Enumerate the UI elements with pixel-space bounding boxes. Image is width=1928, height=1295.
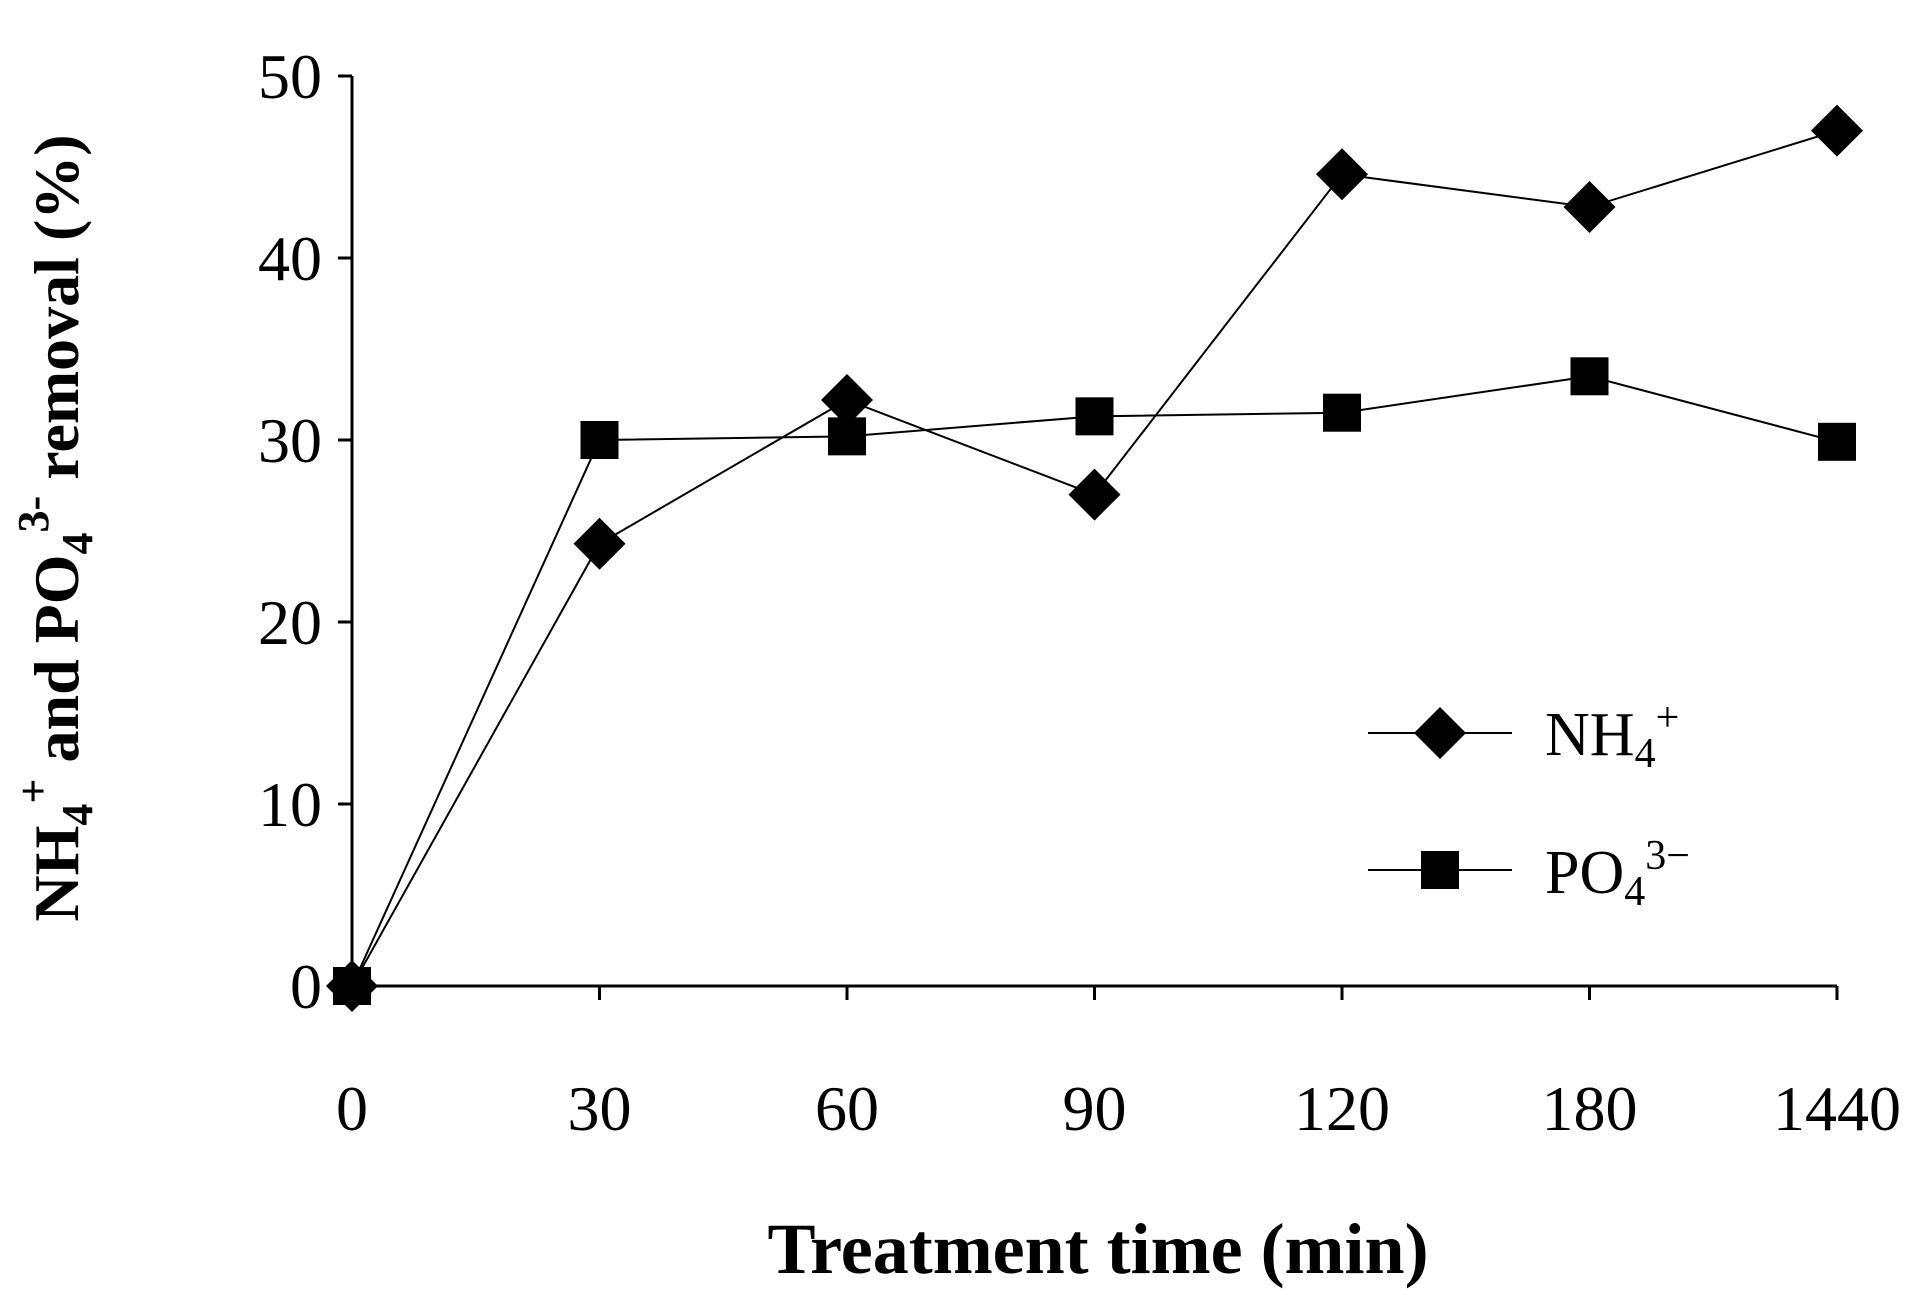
y-tick-label: 40 [258, 223, 322, 294]
x-axis-ticks: 0 30 60 90 120 180 1440 [336, 986, 1901, 1144]
y-tick-label: 30 [258, 405, 322, 476]
x-tick-label: 180 [1542, 1073, 1638, 1144]
legend-marker-nh4-diamond-icon [1414, 707, 1466, 759]
legend-label-nh4: NH4+ [1545, 695, 1679, 777]
series-points [326, 104, 1863, 1012]
x-tick-label: 60 [815, 1073, 879, 1144]
x-tick-label: 1440 [1773, 1073, 1901, 1144]
x-tick-label: 90 [1063, 1073, 1127, 1144]
data-point-nh4 [1811, 104, 1863, 157]
x-tick-label: 30 [568, 1073, 632, 1144]
y-axis-title: NH4+ and PO43- removal (%) [9, 134, 102, 921]
legend-item-po4: PO43− [1368, 833, 1690, 915]
x-tick-label: 0 [336, 1073, 368, 1144]
data-point-nh4 [326, 960, 378, 1012]
legend: NH4+ PO43− [1368, 695, 1690, 915]
data-point-nh4 [821, 373, 873, 426]
data-point-po4 [1075, 397, 1114, 436]
data-point-nh4 [1563, 181, 1616, 234]
x-tick-label: 120 [1294, 1073, 1390, 1144]
legend-label-po4: PO43− [1545, 833, 1690, 915]
data-point-po4 [1570, 357, 1609, 396]
y-tick-label: 10 [258, 769, 322, 840]
legend-marker-po4-square-icon [1421, 851, 1459, 889]
y-tick-label: 0 [290, 951, 322, 1022]
data-point-nh4 [573, 517, 626, 570]
data-point-po4 [580, 421, 619, 459]
y-axis-ticks: 0 10 20 30 40 50 [258, 41, 352, 1022]
data-point-po4 [1818, 422, 1856, 461]
y-tick-label: 50 [258, 41, 322, 112]
data-point-nh4 [1068, 468, 1121, 521]
legend-item-nh4: NH4+ [1368, 695, 1679, 777]
data-point-po4 [1323, 393, 1361, 432]
x-axis-title: Treatment time (min) [767, 1209, 1428, 1289]
y-tick-label: 20 [258, 587, 322, 658]
data-point-nh4 [1316, 148, 1368, 201]
